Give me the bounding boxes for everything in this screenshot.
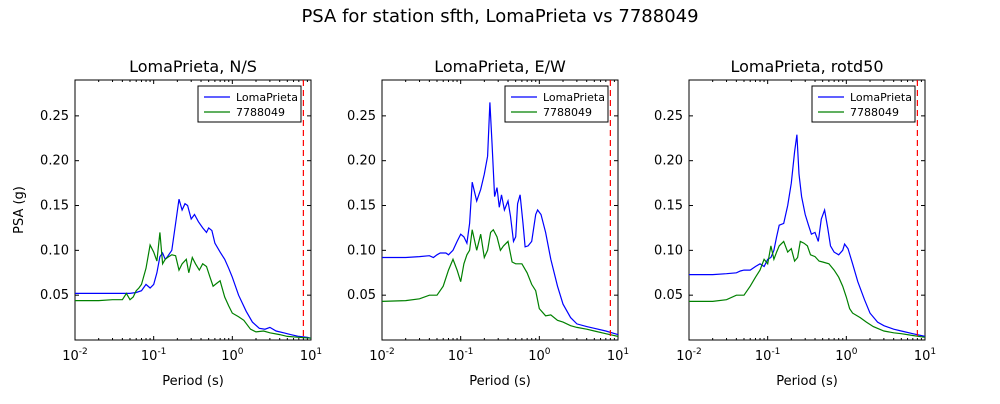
y-tick-label: 0.10 bbox=[654, 243, 683, 258]
y-tick-label: 0.20 bbox=[347, 154, 376, 169]
subplot-1: LomaPrieta, N/S Period (s) PSA (g) 0.05 0.10… bbox=[12, 57, 322, 389]
y-tick-label: 0.05 bbox=[347, 288, 376, 303]
x-tick-label: 100 bbox=[221, 347, 244, 364]
legend-label: 7788049 bbox=[236, 106, 285, 119]
y-tick-label: 0.15 bbox=[40, 199, 69, 214]
subplot-title: LomaPrieta, rotd50 bbox=[730, 57, 883, 76]
legend: LomaPrieta 7788049 bbox=[811, 85, 916, 123]
y-tick-label: 0.05 bbox=[40, 288, 69, 303]
y-tick-label: 0.25 bbox=[40, 109, 69, 124]
series-line-7788049 bbox=[382, 228, 618, 337]
legend-box bbox=[811, 85, 916, 123]
y-tick-label: 0.20 bbox=[654, 154, 683, 169]
y-tick-label: 0.25 bbox=[347, 109, 376, 124]
legend-label: 7788049 bbox=[543, 106, 592, 119]
plot-frame bbox=[688, 79, 926, 341]
figure-title: PSA for station sfth, LomaPrieta vs 7788… bbox=[301, 6, 698, 27]
y-tick-label: 0.15 bbox=[347, 199, 376, 214]
x-tick-label: 101 bbox=[914, 347, 936, 364]
x-tick-label: 10-2 bbox=[369, 347, 395, 364]
x-axis-label: Period (s) bbox=[162, 374, 224, 389]
y-tick-label: 0.15 bbox=[654, 199, 683, 214]
legend-box bbox=[197, 85, 302, 123]
x-tick-label: 101 bbox=[607, 347, 629, 364]
y-axis-label: PSA (g) bbox=[12, 186, 27, 234]
legend-box bbox=[504, 85, 609, 123]
x-axis-label: Period (s) bbox=[776, 374, 838, 389]
series-line-7788049 bbox=[689, 240, 925, 338]
x-tick-label: 10-1 bbox=[755, 347, 781, 364]
series-line-7788049 bbox=[75, 232, 311, 339]
series-line-LomaPrieta bbox=[75, 199, 311, 339]
series-group bbox=[75, 199, 311, 339]
legend-label: 7788049 bbox=[850, 106, 899, 119]
y-tick-label: 0.10 bbox=[40, 243, 69, 258]
subplot-title: LomaPrieta, N/S bbox=[129, 57, 257, 76]
legend-label: LomaPrieta bbox=[850, 91, 912, 104]
x-tick-label: 100 bbox=[835, 347, 858, 364]
plot-frame bbox=[74, 79, 312, 341]
x-tick-label: 10-2 bbox=[62, 347, 88, 364]
x-tick-label: 10-2 bbox=[676, 347, 702, 364]
series-line-LomaPrieta bbox=[382, 102, 618, 336]
x-axis-label: Period (s) bbox=[469, 374, 531, 389]
legend-label: LomaPrieta bbox=[543, 91, 605, 104]
y-tick-label: 0.10 bbox=[347, 243, 376, 258]
series-line-LomaPrieta bbox=[689, 134, 925, 337]
plot-frame bbox=[381, 79, 619, 341]
series-group bbox=[689, 134, 925, 338]
x-tick-label: 10-1 bbox=[448, 347, 474, 364]
x-tick-label: 10-1 bbox=[141, 347, 167, 364]
x-tick-label: 100 bbox=[528, 347, 551, 364]
subplot-3: LomaPrieta, rotd50 Period (s) 0.05 0.10 0.15… bbox=[654, 57, 936, 389]
legend-label: LomaPrieta bbox=[236, 91, 298, 104]
y-tick-label: 0.25 bbox=[654, 109, 683, 124]
subplot-title: LomaPrieta, E/W bbox=[434, 57, 566, 76]
series-group bbox=[382, 102, 618, 337]
legend: LomaPrieta 7788049 bbox=[197, 85, 302, 123]
y-tick-label: 0.05 bbox=[654, 288, 683, 303]
y-tick-label: 0.20 bbox=[40, 154, 69, 169]
legend: LomaPrieta 7788049 bbox=[504, 85, 609, 123]
subplot-2: LomaPrieta, E/W Period (s) 0.05 0.10 0.15 0.2… bbox=[347, 57, 629, 389]
x-tick-label: 101 bbox=[300, 347, 322, 364]
